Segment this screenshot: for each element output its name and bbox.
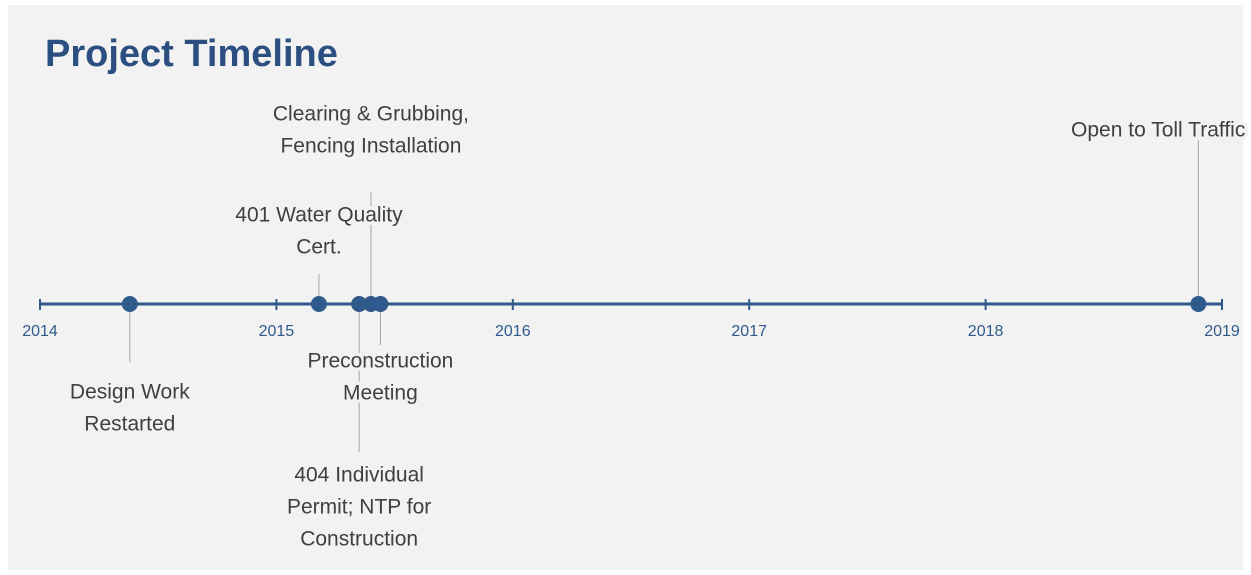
x-tick-label: 2019 xyxy=(1204,323,1240,340)
event-label: Meeting xyxy=(343,382,418,405)
event-label: 401 Water Quality xyxy=(235,204,403,227)
x-tick-label: 2014 xyxy=(22,323,58,340)
event-label: 404 Individual xyxy=(294,464,424,487)
event-label: Preconstruction xyxy=(307,350,453,373)
event-label: Restarted xyxy=(84,413,175,436)
event-dot xyxy=(372,296,389,312)
event-label: Cert. xyxy=(296,236,342,259)
event-dot xyxy=(121,296,138,312)
event-label: Construction xyxy=(300,528,418,551)
event-label: Permit; NTP for xyxy=(287,496,431,519)
x-tick-label: 2018 xyxy=(968,323,1004,340)
x-tick-label: 2016 xyxy=(495,323,531,340)
event-label: Open to Toll Traffic xyxy=(1071,119,1245,142)
event-dot xyxy=(351,296,368,312)
event-label: Clearing & Grubbing, xyxy=(273,103,469,126)
chart-title: Project Timeline xyxy=(45,33,338,75)
event-label: Design Work xyxy=(70,381,190,404)
event-label: Fencing Installation xyxy=(280,135,461,158)
event-dot xyxy=(310,296,327,312)
event-dot xyxy=(1190,296,1207,312)
x-tick-label: 2015 xyxy=(259,323,295,340)
panel xyxy=(8,5,1243,570)
x-tick-label: 2017 xyxy=(731,323,767,340)
